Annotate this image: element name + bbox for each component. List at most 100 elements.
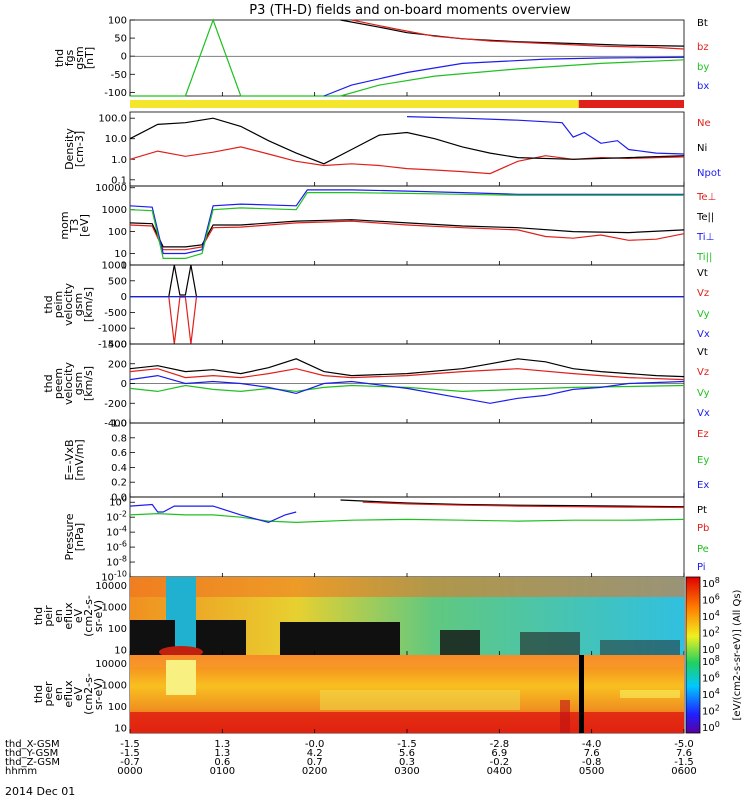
y-axis-label: thd bbox=[32, 685, 45, 703]
y-axis-label: peir bbox=[42, 605, 55, 627]
series-ne bbox=[129, 146, 685, 175]
y-tick-label: -1000 bbox=[98, 324, 127, 335]
series-by bbox=[130, 18, 685, 97]
colorbar-exponent: 8 bbox=[715, 576, 720, 585]
series-npot bbox=[406, 116, 685, 155]
colorbar-tick: 108 bbox=[702, 576, 720, 590]
y-tick-label: 1000 bbox=[102, 205, 127, 216]
panel-pressure: 10010-210-410-610-810-10Pressure[nPa]PtP… bbox=[63, 495, 709, 584]
panel-peim-velocity: 1000 500 0 -500 -1000 -1500 thdpeimvelocitygsm… bbox=[42, 261, 710, 351]
y-tick-label: -400 bbox=[104, 419, 127, 430]
y-tick-label: 0 bbox=[121, 292, 127, 303]
y-tick-label: 0.0 bbox=[111, 493, 127, 504]
x-tick-label: 6.9 bbox=[491, 748, 507, 759]
y-tick-label: 0.4 bbox=[111, 463, 127, 474]
x-tick-label: 0600 bbox=[671, 766, 696, 777]
x-tick-label: 0100 bbox=[210, 766, 235, 777]
y-axis-label: [cm-3] bbox=[73, 131, 86, 167]
y-tick-label: 0 bbox=[121, 379, 127, 390]
electron-spectrogram bbox=[130, 655, 684, 733]
series-vt bbox=[129, 358, 685, 378]
y-tick-exponent: 0 bbox=[122, 495, 127, 504]
y-axis-label: (cm2-s- bbox=[82, 595, 95, 637]
y-tick-label: 10-8 bbox=[106, 555, 127, 569]
x-tick-label: 0300 bbox=[394, 766, 419, 777]
x-tick-label: -1.5 bbox=[674, 757, 694, 768]
y-tick-label: 100 bbox=[108, 227, 127, 238]
colorbar-exponent: 8 bbox=[715, 654, 720, 663]
colorbar-exponent: 2 bbox=[715, 704, 720, 713]
x-tick-label: 0200 bbox=[302, 766, 327, 777]
legend-pb: Pb bbox=[697, 523, 709, 534]
y-axis-label: sr-eV) bbox=[92, 678, 105, 710]
y-tick-label: 100 bbox=[108, 702, 127, 713]
x-tick-label: -1.5 bbox=[120, 739, 140, 750]
colorbar-exponent: 4 bbox=[715, 609, 720, 618]
x-tick-label: 5.6 bbox=[399, 748, 415, 759]
y-axis-label: eV bbox=[72, 608, 85, 623]
x-tick-label: -1.5 bbox=[397, 739, 417, 750]
legend-ez: Ez bbox=[697, 429, 709, 440]
series-ti- bbox=[129, 192, 684, 259]
colorbar-tick: 102 bbox=[702, 626, 720, 640]
legend-ti-: Ti|| bbox=[696, 252, 712, 263]
x-tick-label: 4.2 bbox=[307, 748, 323, 759]
legend-pt: Pt bbox=[697, 505, 707, 516]
colorbar-tick: 104 bbox=[702, 687, 720, 701]
legend-bt: Bt bbox=[697, 18, 708, 29]
x-tick-label: -0.8 bbox=[582, 757, 602, 768]
x-tick-label: -1.5 bbox=[120, 748, 140, 759]
colorbar-exponent: 0 bbox=[715, 642, 720, 651]
x-tick-label: 1.3 bbox=[214, 739, 230, 750]
series-pe bbox=[129, 512, 685, 524]
y-axis-label: thd bbox=[42, 295, 55, 313]
x-tick-label: 0000 bbox=[117, 766, 142, 777]
series-ni bbox=[129, 117, 685, 165]
y-tick-label: 100 bbox=[108, 624, 127, 635]
y-axis-label: peer bbox=[42, 681, 55, 707]
ion-spectrogram bbox=[130, 577, 684, 658]
y-axis-label: [km/s] bbox=[82, 366, 95, 401]
series-bt bbox=[340, 19, 685, 47]
legend-ey: Ey bbox=[697, 455, 709, 466]
panel-e-vxb: 1.0 0.8 0.6 0.4 0.2 0.0 E=-VxB[mV/m] Ez Ey Ex bbox=[63, 419, 709, 504]
x-tick-label: 0.6 bbox=[214, 757, 230, 768]
y-tick-label: 10000 bbox=[95, 581, 127, 592]
series-vy bbox=[129, 384, 685, 393]
x-tick-label: -4.0 bbox=[582, 739, 602, 750]
y-tick-label: -200 bbox=[104, 399, 127, 410]
y-axis-label: eV bbox=[72, 686, 85, 701]
x-tick-label: -0.7 bbox=[120, 757, 140, 768]
legend-vz: Vz bbox=[697, 288, 709, 299]
x-row-label: thd_Y-GSM bbox=[5, 748, 58, 759]
colorbar-exponent: 2 bbox=[715, 626, 720, 635]
x-tick-label: -0.0 bbox=[305, 739, 325, 750]
legend-bz: bz bbox=[697, 42, 709, 53]
legend-vx: Vx bbox=[697, 329, 710, 340]
y-tick-label: 1000 bbox=[102, 603, 127, 614]
legend-pi: Pi bbox=[697, 562, 706, 573]
y-axis-label: thd bbox=[53, 49, 66, 67]
mode-bar-segment bbox=[130, 100, 579, 108]
series-vx bbox=[129, 374, 685, 404]
series-te- bbox=[129, 220, 685, 251]
y-axis-label: fgs bbox=[63, 49, 76, 66]
y-tick-label: 0 bbox=[121, 52, 127, 63]
legend-ne: Ne bbox=[697, 118, 711, 129]
series-pt bbox=[340, 499, 685, 508]
y-tick-label: 100 bbox=[108, 16, 127, 27]
panel-frame bbox=[129, 496, 685, 578]
y-tick-exponent: -2 bbox=[119, 510, 127, 519]
y-axis-label: sr-eV) bbox=[92, 600, 105, 632]
colorbar-exponent: 0 bbox=[715, 720, 720, 729]
legend-vt: Vt bbox=[697, 347, 708, 358]
x-tick-label: -5.0 bbox=[674, 739, 694, 750]
y-axis-label: T3 bbox=[68, 219, 81, 234]
panel-density: 100.0 10.0 1.0 0.1 Density[cm-3] Ne Ni Npot bbox=[63, 111, 721, 187]
series-pi bbox=[129, 503, 297, 524]
legend-te-: Te⊥ bbox=[696, 192, 716, 203]
colorbar-tick: 106 bbox=[702, 671, 720, 685]
